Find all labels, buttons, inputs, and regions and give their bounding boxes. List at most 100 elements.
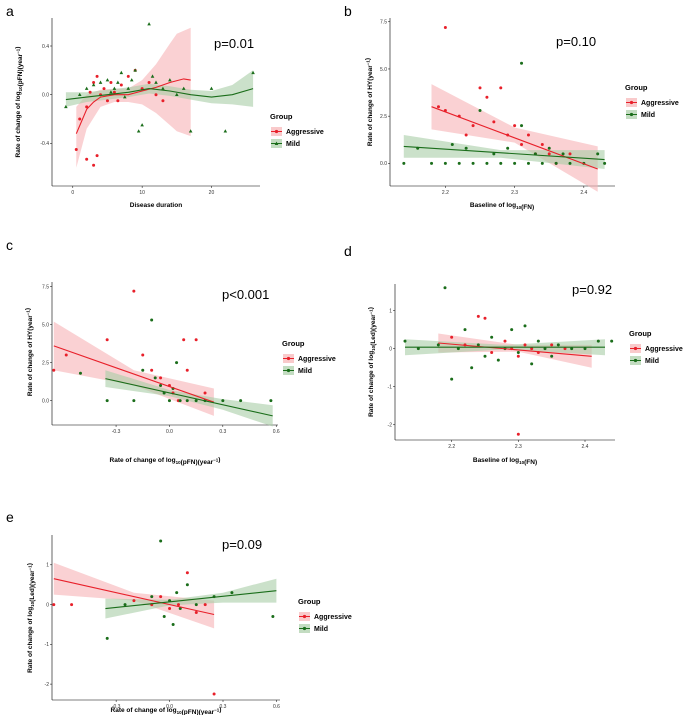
panel-d: d 2.2 2.3 2.4 -2 -1 0 1 p=0.92 Baseline of log10(… [344, 243, 683, 466]
mild-point [109, 90, 113, 94]
aggressive-point [92, 81, 96, 85]
mild-point [188, 129, 193, 133]
mild-point [64, 104, 68, 109]
y-tick-label: -2 [45, 682, 50, 688]
aggressive-point [74, 147, 78, 151]
legend-marker-aggressive [302, 614, 307, 619]
aggressive-point [436, 105, 440, 109]
aggressive-point [503, 339, 507, 343]
mild-point [443, 161, 447, 165]
legend-title: Group [629, 329, 652, 338]
y-axis-title: Rate of change of log10(Led)(year−1) [367, 307, 377, 417]
mild-point [436, 343, 440, 347]
aggressive-point [185, 571, 189, 575]
mild-point [126, 86, 131, 90]
mild-point [239, 399, 243, 403]
mild-point [168, 78, 172, 82]
legend-item-mild: Mild [641, 112, 655, 119]
x-tick-label: -0.3 [112, 704, 121, 710]
mild-point [570, 347, 574, 351]
aggressive-point [492, 120, 496, 124]
aggressive-point [526, 133, 530, 137]
mild-point [175, 591, 179, 595]
mild-confidence-band [65, 70, 254, 107]
mild-point [185, 583, 189, 587]
x-tick-label: 0.0 [166, 704, 173, 710]
x-tick-label: 0 [71, 190, 74, 196]
aggressive-point [194, 611, 198, 615]
mild-point [171, 622, 175, 626]
x-tick-label: 10 [139, 190, 145, 196]
aggressive-point [516, 354, 520, 358]
aggressive-fit-line [438, 342, 592, 357]
aggressive-point [194, 338, 198, 342]
mild-point [470, 366, 474, 370]
mild-point [543, 347, 547, 351]
y-tick-label: 0.0 [380, 161, 387, 167]
legend-item-aggressive: Aggressive [298, 356, 336, 363]
mild-point [154, 80, 158, 84]
mild-point [450, 377, 454, 381]
aggressive-point [52, 603, 56, 607]
mild-point [116, 80, 120, 84]
x-tick-label: 0.6 [273, 429, 280, 435]
panel-letter-a: a [6, 3, 14, 19]
x-axis-title: Rate of change of log10(pFN)(year−1) [111, 706, 222, 715]
legend-marker-mild [633, 358, 638, 363]
mild-point [443, 286, 447, 290]
x-tick-label: 0.0 [166, 429, 173, 435]
mild-point [221, 399, 225, 403]
aggressive-point [95, 74, 99, 78]
mild-fit-line [105, 378, 273, 417]
mild-point [194, 399, 198, 403]
aggressive-point [119, 83, 123, 87]
aggressive-point [105, 99, 109, 103]
panel-letter-b: b [344, 3, 352, 19]
aggressive-point [95, 154, 99, 158]
y-axis-title: Rate of change of log10(pFN)(year−1) [14, 47, 23, 158]
legend-item-aggressive: Aggressive [314, 614, 352, 621]
mild-point [492, 152, 496, 156]
mild-point [540, 161, 544, 165]
aggressive-point [471, 124, 475, 128]
legend-title: Group [298, 597, 321, 606]
mild-point [496, 358, 500, 362]
panel-letter-c: c [6, 237, 13, 253]
mild-point [136, 129, 141, 133]
y-tick-label: 0 [389, 346, 392, 352]
mild-point [520, 124, 524, 128]
y-axis-title: Rate of change of HY(year−1) [365, 58, 375, 146]
aggressive-point [102, 87, 106, 91]
aggressive-fit-line [75, 78, 191, 134]
y-tick-label: 0.4 [42, 44, 49, 50]
mild-point [520, 61, 524, 65]
mild-point [506, 146, 510, 150]
mild-fit-line [403, 145, 605, 161]
mild-point [91, 82, 96, 87]
aggressive-point [516, 432, 520, 436]
mild-point [119, 70, 124, 75]
mild-point [153, 376, 157, 380]
aggressive-point [159, 595, 163, 599]
aggressive-point [88, 90, 92, 94]
mild-point [167, 399, 171, 403]
aggressive-point [64, 353, 68, 357]
legend-marker-mild [302, 626, 307, 631]
x-tick-label: -0.3 [112, 429, 121, 435]
mild-point [478, 108, 482, 112]
mild-point [230, 591, 234, 595]
aggressive-fit-line [53, 345, 215, 403]
x-axis-title: Rate of change of log10(pFN)(year−1) [110, 456, 221, 466]
p-value-label: p<0.001 [222, 287, 269, 302]
aggressive-point [105, 338, 109, 342]
mild-point [556, 343, 560, 347]
aggressive-point [513, 124, 517, 128]
aggressive-point [443, 25, 447, 29]
aggressive-confidence-band [76, 27, 191, 168]
aggressive-point [203, 603, 207, 607]
aggressive-point [85, 105, 89, 109]
aggressive-point [499, 86, 503, 90]
mild-point [471, 161, 475, 165]
aggressive-point [116, 99, 120, 103]
mild-point [457, 161, 461, 165]
